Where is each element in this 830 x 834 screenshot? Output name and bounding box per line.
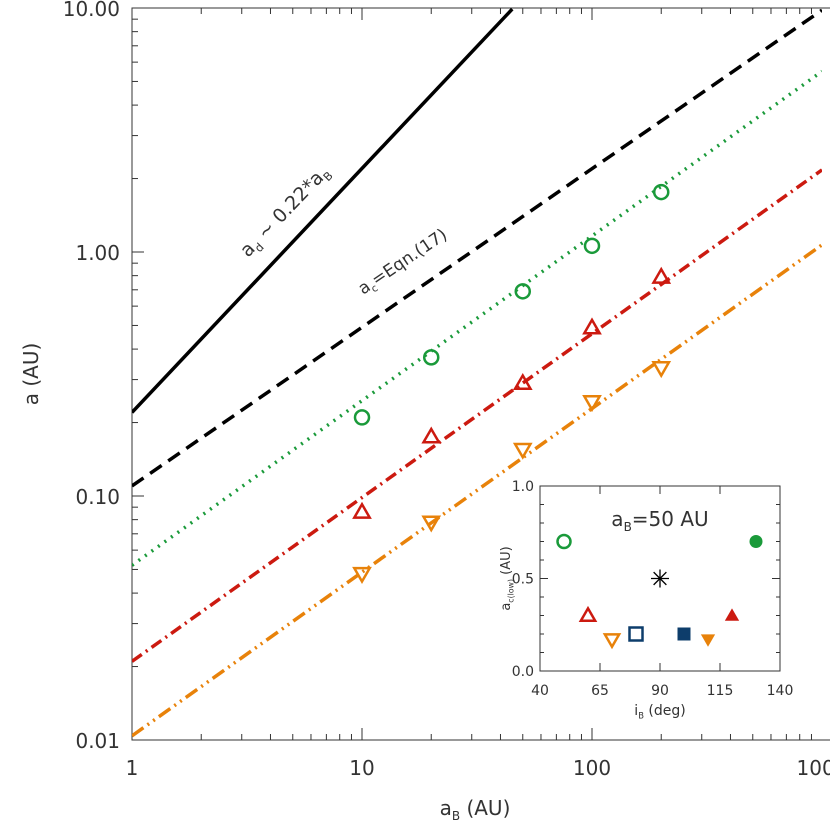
x-tick-label: 100 — [573, 756, 611, 780]
filled-circle-marker — [749, 535, 763, 548]
open-triangle-down-marker — [352, 566, 372, 584]
inset-title: aB=50 AU — [611, 507, 708, 534]
inset-x-tick-label: 115 — [707, 683, 734, 699]
inset-y-axis-label: ac(low) (AU) — [499, 546, 515, 610]
open-triangle-down-marker — [602, 633, 622, 650]
open-circle-marker — [556, 533, 572, 550]
open-triangle-down-marker — [512, 442, 533, 460]
open-circle-marker — [652, 183, 670, 201]
series-line-dashed — [132, 8, 822, 488]
filled-square-marker — [677, 627, 691, 641]
open-triangle-up-marker — [578, 605, 598, 622]
series-line-dash-dot-dot — [132, 243, 822, 738]
annotation-ac: ac=Eqn.(17) — [355, 225, 453, 301]
inset-y-tick-label: 0.5 — [512, 572, 534, 588]
y-tick-label: 1.00 — [75, 241, 120, 265]
open-square-marker — [628, 626, 644, 642]
x-tick-label: 1 — [126, 756, 139, 780]
x-tick-label: 10 — [349, 756, 374, 780]
open-circle-marker — [353, 409, 371, 426]
open-circle-marker — [514, 283, 532, 300]
asterisk-marker — [651, 569, 669, 588]
open-triangle-down-marker — [582, 395, 602, 413]
open-triangle-up-marker — [352, 501, 372, 519]
open-circle-marker — [422, 349, 440, 366]
inset-x-tick-label: 140 — [767, 683, 794, 699]
y-tick-label: 0.01 — [75, 729, 120, 753]
open-triangle-up-marker — [582, 317, 602, 335]
open-triangle-down-marker — [651, 361, 672, 379]
open-triangle-up-marker — [651, 266, 672, 284]
inset-x-tick-label: 90 — [651, 683, 669, 699]
inset-y-tick-label: 1.0 — [512, 479, 534, 495]
open-triangle-down-marker — [421, 515, 442, 533]
filled-triangle-up-marker — [724, 608, 740, 621]
inset-x-tick-label: 40 — [531, 683, 549, 699]
inset-y-tick-label: 0.0 — [512, 664, 534, 680]
y-tick-label: 0.10 — [75, 485, 120, 509]
y-axis-label: a (AU) — [19, 343, 43, 406]
open-triangle-up-marker — [512, 372, 533, 391]
inset-x-tick-label: 65 — [591, 683, 609, 699]
open-circle-marker — [583, 237, 601, 255]
open-triangle-up-marker — [421, 426, 442, 444]
series-line-dotted — [132, 69, 822, 567]
series-line-dash-dot — [132, 168, 822, 663]
series-line-solid — [132, 8, 514, 414]
inset-x-axis-label: iB (deg) — [634, 703, 685, 721]
asterisk-stroke — [653, 571, 667, 586]
plot-frame — [131, 7, 830, 741]
x-axis-label: aB (AU) — [440, 796, 511, 823]
y-tick-label: 10.00 — [63, 0, 120, 21]
filled-triangle-down-marker — [700, 634, 716, 647]
